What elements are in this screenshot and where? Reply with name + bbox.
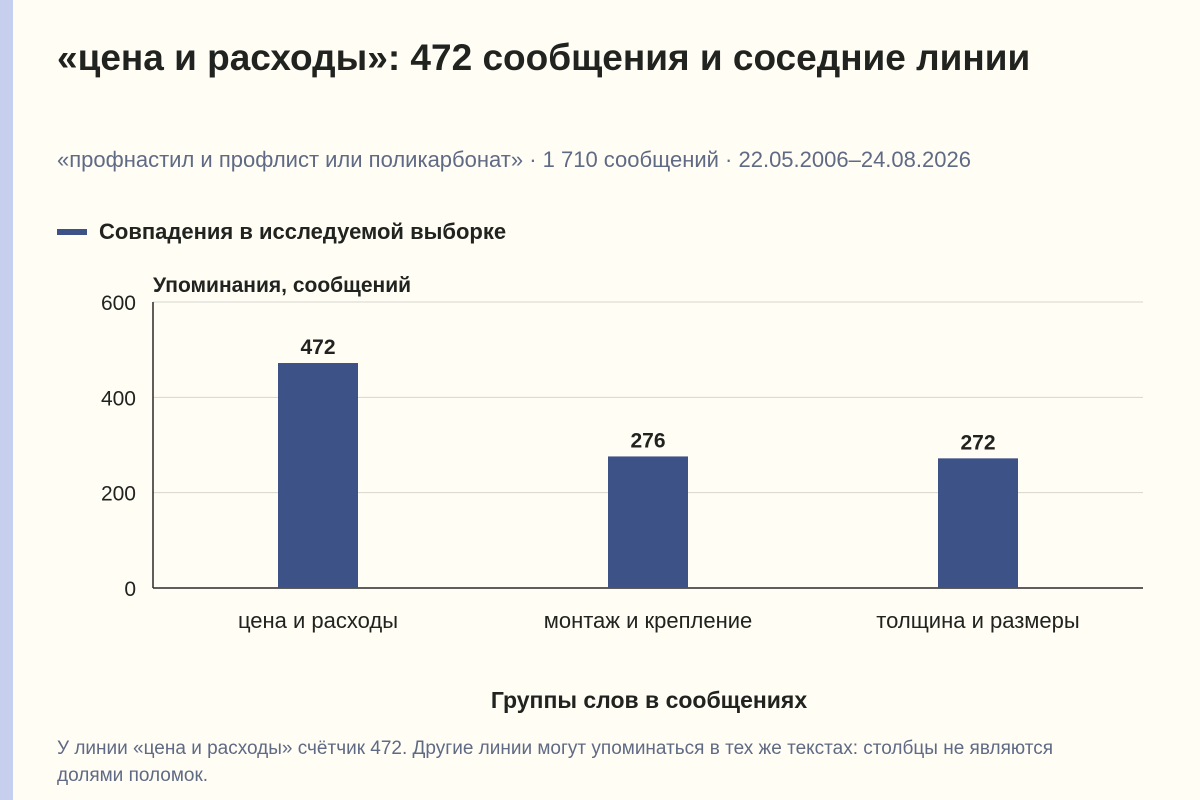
bar (278, 363, 358, 588)
y-tick-label: 600 (101, 292, 136, 315)
y-tick-label: 0 (124, 578, 136, 601)
bar (608, 456, 688, 588)
bar-value-label: 272 (960, 431, 995, 454)
chart-footnote: У линии «цена и расходы» счётчик 472. Др… (57, 738, 1053, 786)
bar-layer (278, 363, 1018, 588)
bar (938, 458, 1018, 588)
page-subtitle: «профнастил и профлист или поликарбонат»… (57, 147, 971, 172)
x-tick-label: цена и расходы (238, 608, 398, 633)
chart-legend: Совпадения в исследуемой выборке (57, 217, 506, 247)
bar-value-label: 276 (630, 429, 665, 452)
label-layer: 0 200 400 600 472 цена и расходы 276 монтаж и к… (101, 292, 1080, 633)
bar-value-label: 472 (300, 336, 335, 359)
page-title: «цена и расходы»: 472 сообщения и соседн… (57, 37, 1031, 78)
legend-label: Совпадения в исследуемой выборке (99, 219, 507, 244)
left-accent-stripe (0, 0, 13, 800)
x-tick-label: толщина и размеры (876, 608, 1079, 633)
y-tick-label: 400 (101, 387, 136, 410)
x-axis-title: Группы слов в сообщениях (491, 687, 807, 713)
x-tick-label: монтаж и крепление (544, 608, 753, 633)
y-tick-label: 200 (101, 483, 136, 506)
y-axis-title: Упоминания, сообщений (153, 274, 411, 297)
legend-swatch (57, 229, 87, 235)
